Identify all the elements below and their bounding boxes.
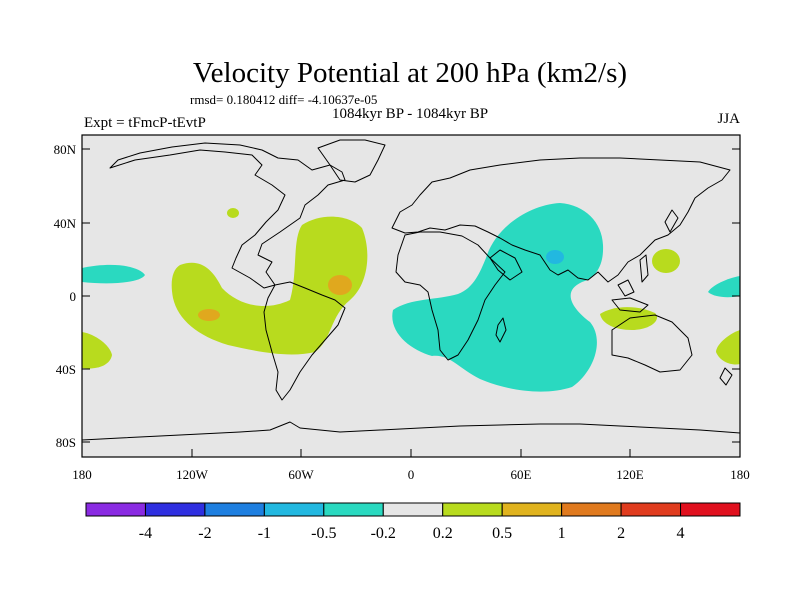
y-tick-label: 80N — [54, 142, 77, 157]
colorbar-swatch — [620, 502, 682, 517]
y-tick-label: 40S — [56, 362, 76, 377]
colorbar-label: -4 — [139, 525, 152, 542]
positive-region-pacific-americas — [171, 216, 368, 355]
colorbar-labels: -4 -2 -1 -0.5 -0.2 0.2 0.5 1 2 4 — [139, 525, 685, 542]
colorbar-swatch — [561, 502, 622, 517]
negative-minimum-india — [546, 250, 564, 264]
colorbar-swatch — [442, 502, 503, 517]
positive-region-north-pacific — [227, 208, 239, 218]
colorbar-swatch — [501, 502, 563, 517]
colorbar-label: -0.5 — [311, 525, 336, 542]
south-america-coastline — [263, 281, 346, 401]
africa-coastline — [395, 231, 506, 361]
experiment-label: Expt = tFmcP-tEvtP — [84, 115, 206, 131]
colorbar-swatch — [382, 502, 444, 517]
colorbar-label: 4 — [677, 525, 685, 542]
positive-maxima — [198, 275, 352, 321]
coastlines — [82, 139, 740, 441]
colorbar-swatch — [204, 502, 265, 517]
y-tick-label: 80S — [56, 435, 76, 450]
greenland-coastline — [317, 139, 386, 183]
colorbar — [85, 502, 741, 517]
colorbar-label: -0.2 — [371, 525, 396, 542]
negative-region-west-edge — [82, 264, 145, 284]
positive-region-west-pacific — [652, 249, 680, 273]
y-axis — [82, 148, 740, 443]
madagascar-coastline — [495, 317, 507, 343]
period-label: 1084kyr BP - 1084kyr BP — [332, 106, 488, 122]
eurasia-coastline — [391, 157, 731, 283]
y-tick-label: 0 — [70, 289, 77, 304]
stats-line: rmsd= 0.180412 diff= -4.10637e-05 — [190, 92, 377, 107]
positive-region-east-edge — [716, 330, 740, 365]
colorbar-label: 2 — [617, 525, 625, 542]
x-tick-label: 60W — [288, 467, 314, 482]
x-axis — [81, 449, 741, 457]
negative-anomaly-regions — [82, 203, 740, 392]
colorbar-label: 1 — [558, 525, 566, 542]
map-title: Velocity Potential at 200 hPa (km2/s) — [193, 57, 627, 89]
x-tick-label: 180 — [730, 467, 750, 482]
antarctica-coastline — [82, 421, 740, 441]
colorbar-swatch — [680, 502, 741, 517]
colorbar-swatch — [263, 502, 325, 517]
y-tick-label: 40N — [54, 216, 77, 231]
philippines-coastline — [639, 254, 649, 283]
colorbar-swatch — [85, 502, 146, 517]
negative-region-indian-ocean — [392, 203, 604, 392]
x-tick-label: 120W — [176, 467, 209, 482]
arabia-coastline — [489, 249, 523, 281]
colorbar-swatch — [323, 502, 384, 517]
x-tick-label: 60E — [511, 467, 532, 482]
colorbar-label: -1 — [258, 525, 271, 542]
x-tick-label: 180 — [72, 467, 92, 482]
colorbar-label: 0.2 — [433, 525, 453, 542]
borneo-coastline — [617, 279, 635, 297]
x-tick-label: 0 — [408, 467, 415, 482]
colorbar-label: -2 — [198, 525, 211, 542]
y-tick-labels: 80N 40N 0 40S 80S — [54, 142, 77, 450]
australia-coastline — [611, 314, 693, 373]
season-label: JJA — [717, 111, 740, 127]
x-tick-label: 120E — [616, 467, 644, 482]
new-zealand-coastline — [719, 367, 733, 386]
japan-coastline — [664, 209, 679, 233]
negative-region-east-edge — [708, 276, 740, 298]
positive-region-west-edge — [82, 332, 112, 369]
x-tick-labels: 180 120W 60W 0 60E 120E 180 — [72, 467, 750, 482]
colorbar-label: 0.5 — [492, 525, 512, 542]
indonesia-coastline — [611, 297, 649, 313]
north-america-coastline — [109, 142, 346, 289]
positive-maximum-atlantic — [328, 275, 352, 295]
map-area — [82, 135, 740, 457]
colorbar-swatch — [144, 502, 206, 517]
positive-maximum-pacific — [198, 309, 220, 321]
